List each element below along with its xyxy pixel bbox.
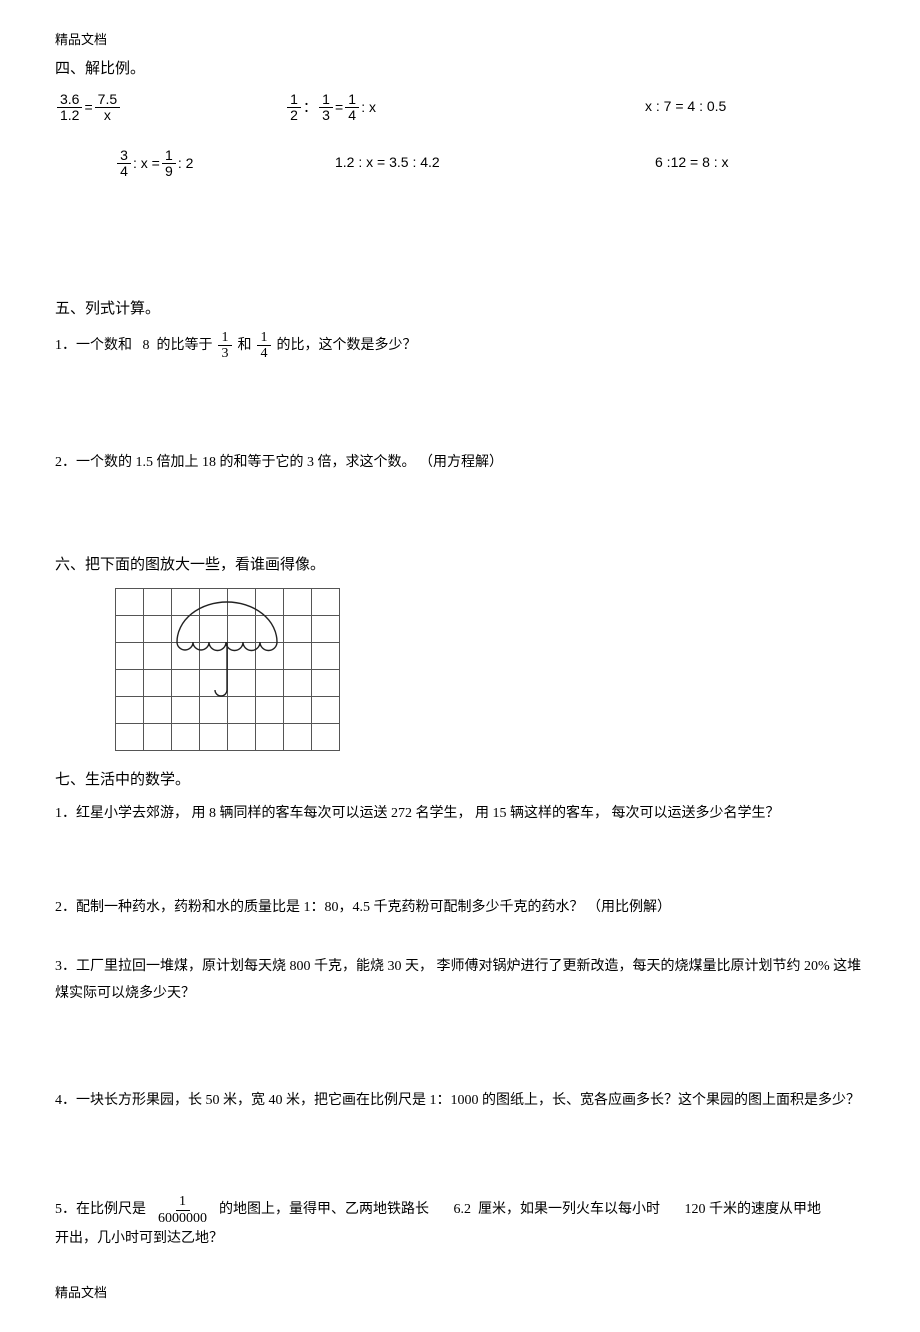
eq-4-2c: 6 :12 = 8 : x: [655, 152, 729, 173]
section-6-title: 六、把下面的图放大一些，看谁画得像。: [55, 554, 865, 577]
eq-4-1b: 12 ： 13 = 14 : x: [285, 92, 376, 124]
eq-4-1c: x : 7 = 4 : 0.5: [645, 96, 726, 117]
section-4-title: 四、解比例。: [55, 58, 865, 81]
grid-figure: [115, 588, 341, 751]
question-7-5b: 开出，几小时可到达乙地？: [55, 1226, 865, 1253]
question-7-2: 2．配制一种药水，药粉和水的质量比是 1：80，4.5 千克药粉可配制多少千克的…: [55, 896, 865, 920]
question-7-4: 4．一块长方形果园，长 50 米，宽 40 米，把它画在比例尺是 1：1000 …: [55, 1088, 865, 1115]
eq-4-2b: 1.2 : x = 3.5 : 4.2: [335, 152, 440, 173]
eq-4-2a: 34 : x = 19 : 2: [115, 148, 193, 180]
question-5-1: 1．一个数和 8 的比等于 13 和 14 的比，这个数是多少？: [55, 330, 865, 362]
eq-row-1: 3.61.2 = 7.5x 12 ： 13 = 14 : x x : 7 = 4…: [55, 90, 865, 124]
footer-mark: 精品文档: [55, 1283, 865, 1303]
eq-4-1a: 3.61.2 = 7.5x: [55, 92, 122, 124]
section-7-title: 七、生活中的数学。: [55, 769, 865, 792]
grid-table: [115, 588, 340, 751]
header-mark: 精品文档: [55, 30, 865, 50]
question-7-5: 5．在比例尺是 16000000 的地图上，量得甲、乙两地铁路长 6.2 厘米，…: [55, 1194, 865, 1226]
question-5-2: 2．一个数的 1.5 倍加上 18 的和等于它的 3 倍，求这个数。 （用方程解…: [55, 452, 865, 473]
section-5-title: 五、列式计算。: [55, 298, 865, 321]
question-7-1: 1．红星小学去郊游， 用 8 辆同样的客车每次可以运送 272 名学生， 用 1…: [55, 802, 865, 826]
question-7-3: 3．工厂里拉回一堆煤，原计划每天烧 800 千克，能烧 30 天， 李师傅对锅炉…: [55, 954, 865, 1007]
eq-row-2: 34 : x = 19 : 2 1.2 : x = 3.5 : 4.2 6 :1…: [55, 146, 865, 180]
